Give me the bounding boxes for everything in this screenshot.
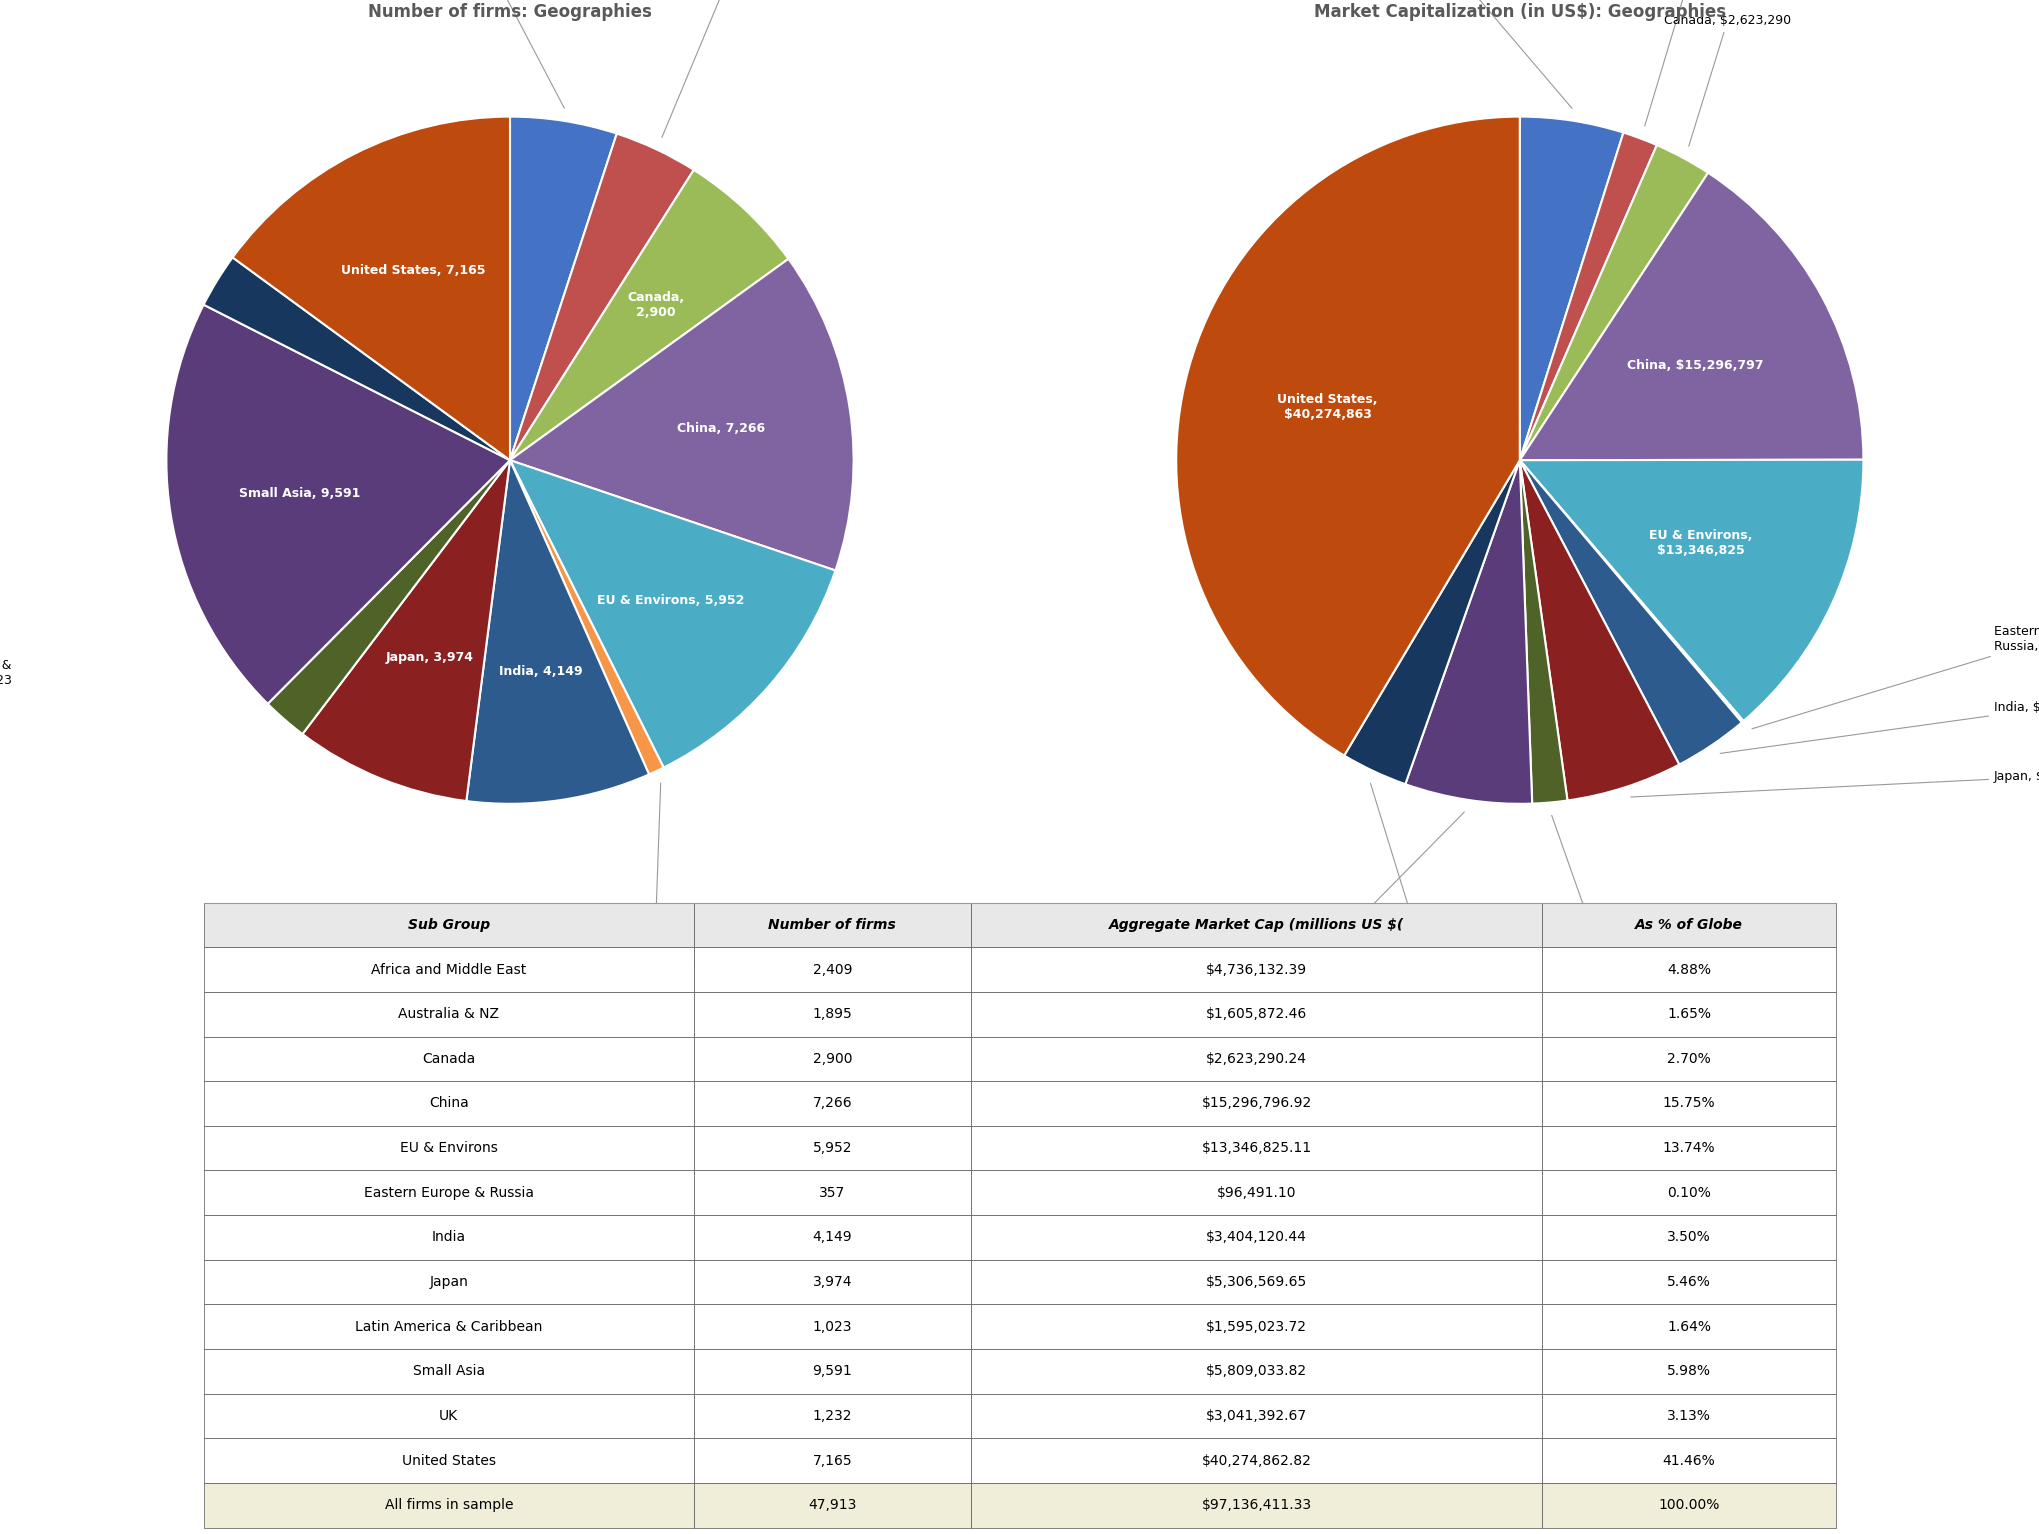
Wedge shape bbox=[1519, 460, 1741, 764]
Text: Africa and Middle
East, 2,409: Africa and Middle East, 2,409 bbox=[438, 0, 565, 109]
Text: Africa and Middle
East, $4,736,132: Africa and Middle East, $4,736,132 bbox=[1389, 0, 1572, 109]
Text: China, $15,296,797: China, $15,296,797 bbox=[1625, 359, 1762, 371]
Wedge shape bbox=[1519, 460, 1743, 723]
Text: India, 4,149: India, 4,149 bbox=[500, 664, 583, 678]
Text: EU & Environs, 5,952: EU & Environs, 5,952 bbox=[597, 594, 744, 607]
Text: United States, 7,165: United States, 7,165 bbox=[341, 264, 485, 276]
Text: Eastern Europe &
Russia, $96,491: Eastern Europe & Russia, $96,491 bbox=[1752, 624, 2039, 729]
Text: China, 7,266: China, 7,266 bbox=[677, 422, 765, 436]
Wedge shape bbox=[1405, 460, 1531, 804]
Wedge shape bbox=[510, 460, 836, 767]
Text: United States,
$40,274,863: United States, $40,274,863 bbox=[1276, 393, 1376, 422]
Text: EU & Environs,
$13,346,825: EU & Environs, $13,346,825 bbox=[1648, 529, 1752, 557]
Text: India, $3,404,120: India, $3,404,120 bbox=[1719, 701, 2039, 753]
Wedge shape bbox=[232, 117, 510, 460]
Wedge shape bbox=[1344, 460, 1519, 784]
Wedge shape bbox=[1519, 132, 1656, 460]
Text: Canada,
2,900: Canada, 2,900 bbox=[628, 291, 685, 319]
Wedge shape bbox=[467, 460, 648, 804]
Wedge shape bbox=[510, 259, 852, 571]
Text: Latin America &
Caribbean, $1,595,024: Latin America & Caribbean, $1,595,024 bbox=[1550, 816, 1694, 1031]
Title: Number of firms: Geographies: Number of firms: Geographies bbox=[367, 3, 652, 21]
Text: Small Asia, $5,809,034: Small Asia, $5,809,034 bbox=[1223, 811, 1464, 988]
Text: UK, $3,041,393: UK, $3,041,393 bbox=[1370, 784, 1482, 996]
Wedge shape bbox=[510, 170, 787, 460]
Wedge shape bbox=[1519, 117, 1623, 460]
Wedge shape bbox=[1519, 173, 1862, 460]
Wedge shape bbox=[510, 133, 693, 460]
Wedge shape bbox=[204, 258, 510, 460]
Wedge shape bbox=[1519, 460, 1678, 801]
Wedge shape bbox=[167, 305, 510, 704]
Text: Japan, $5,306,570: Japan, $5,306,570 bbox=[1629, 770, 2039, 798]
Text: Eastern Europe
& Russia, 357: Eastern Europe & Russia, 357 bbox=[606, 784, 701, 976]
Wedge shape bbox=[1519, 460, 1566, 804]
Text: Canada, $2,623,290: Canada, $2,623,290 bbox=[1664, 14, 1790, 146]
Text: Australia & NZ, 1,895: Australia & NZ, 1,895 bbox=[661, 0, 809, 138]
Text: Latin America &
Caribbean, 1,023: Latin America & Caribbean, 1,023 bbox=[0, 660, 12, 687]
Text: Japan, 3,974: Japan, 3,974 bbox=[385, 650, 473, 664]
Title: Market Capitalization (in US$): Geographies: Market Capitalization (in US$): Geograph… bbox=[1313, 3, 1725, 21]
Wedge shape bbox=[1519, 460, 1862, 721]
Wedge shape bbox=[267, 460, 510, 735]
Wedge shape bbox=[302, 460, 510, 801]
Wedge shape bbox=[1519, 146, 1707, 460]
Wedge shape bbox=[510, 117, 616, 460]
Text: Australia & NZ,
$1,605,872: Australia & NZ, $1,605,872 bbox=[1643, 0, 1758, 126]
Text: Small Asia, 9,591: Small Asia, 9,591 bbox=[239, 488, 361, 500]
Wedge shape bbox=[1177, 117, 1519, 756]
Wedge shape bbox=[510, 460, 663, 775]
